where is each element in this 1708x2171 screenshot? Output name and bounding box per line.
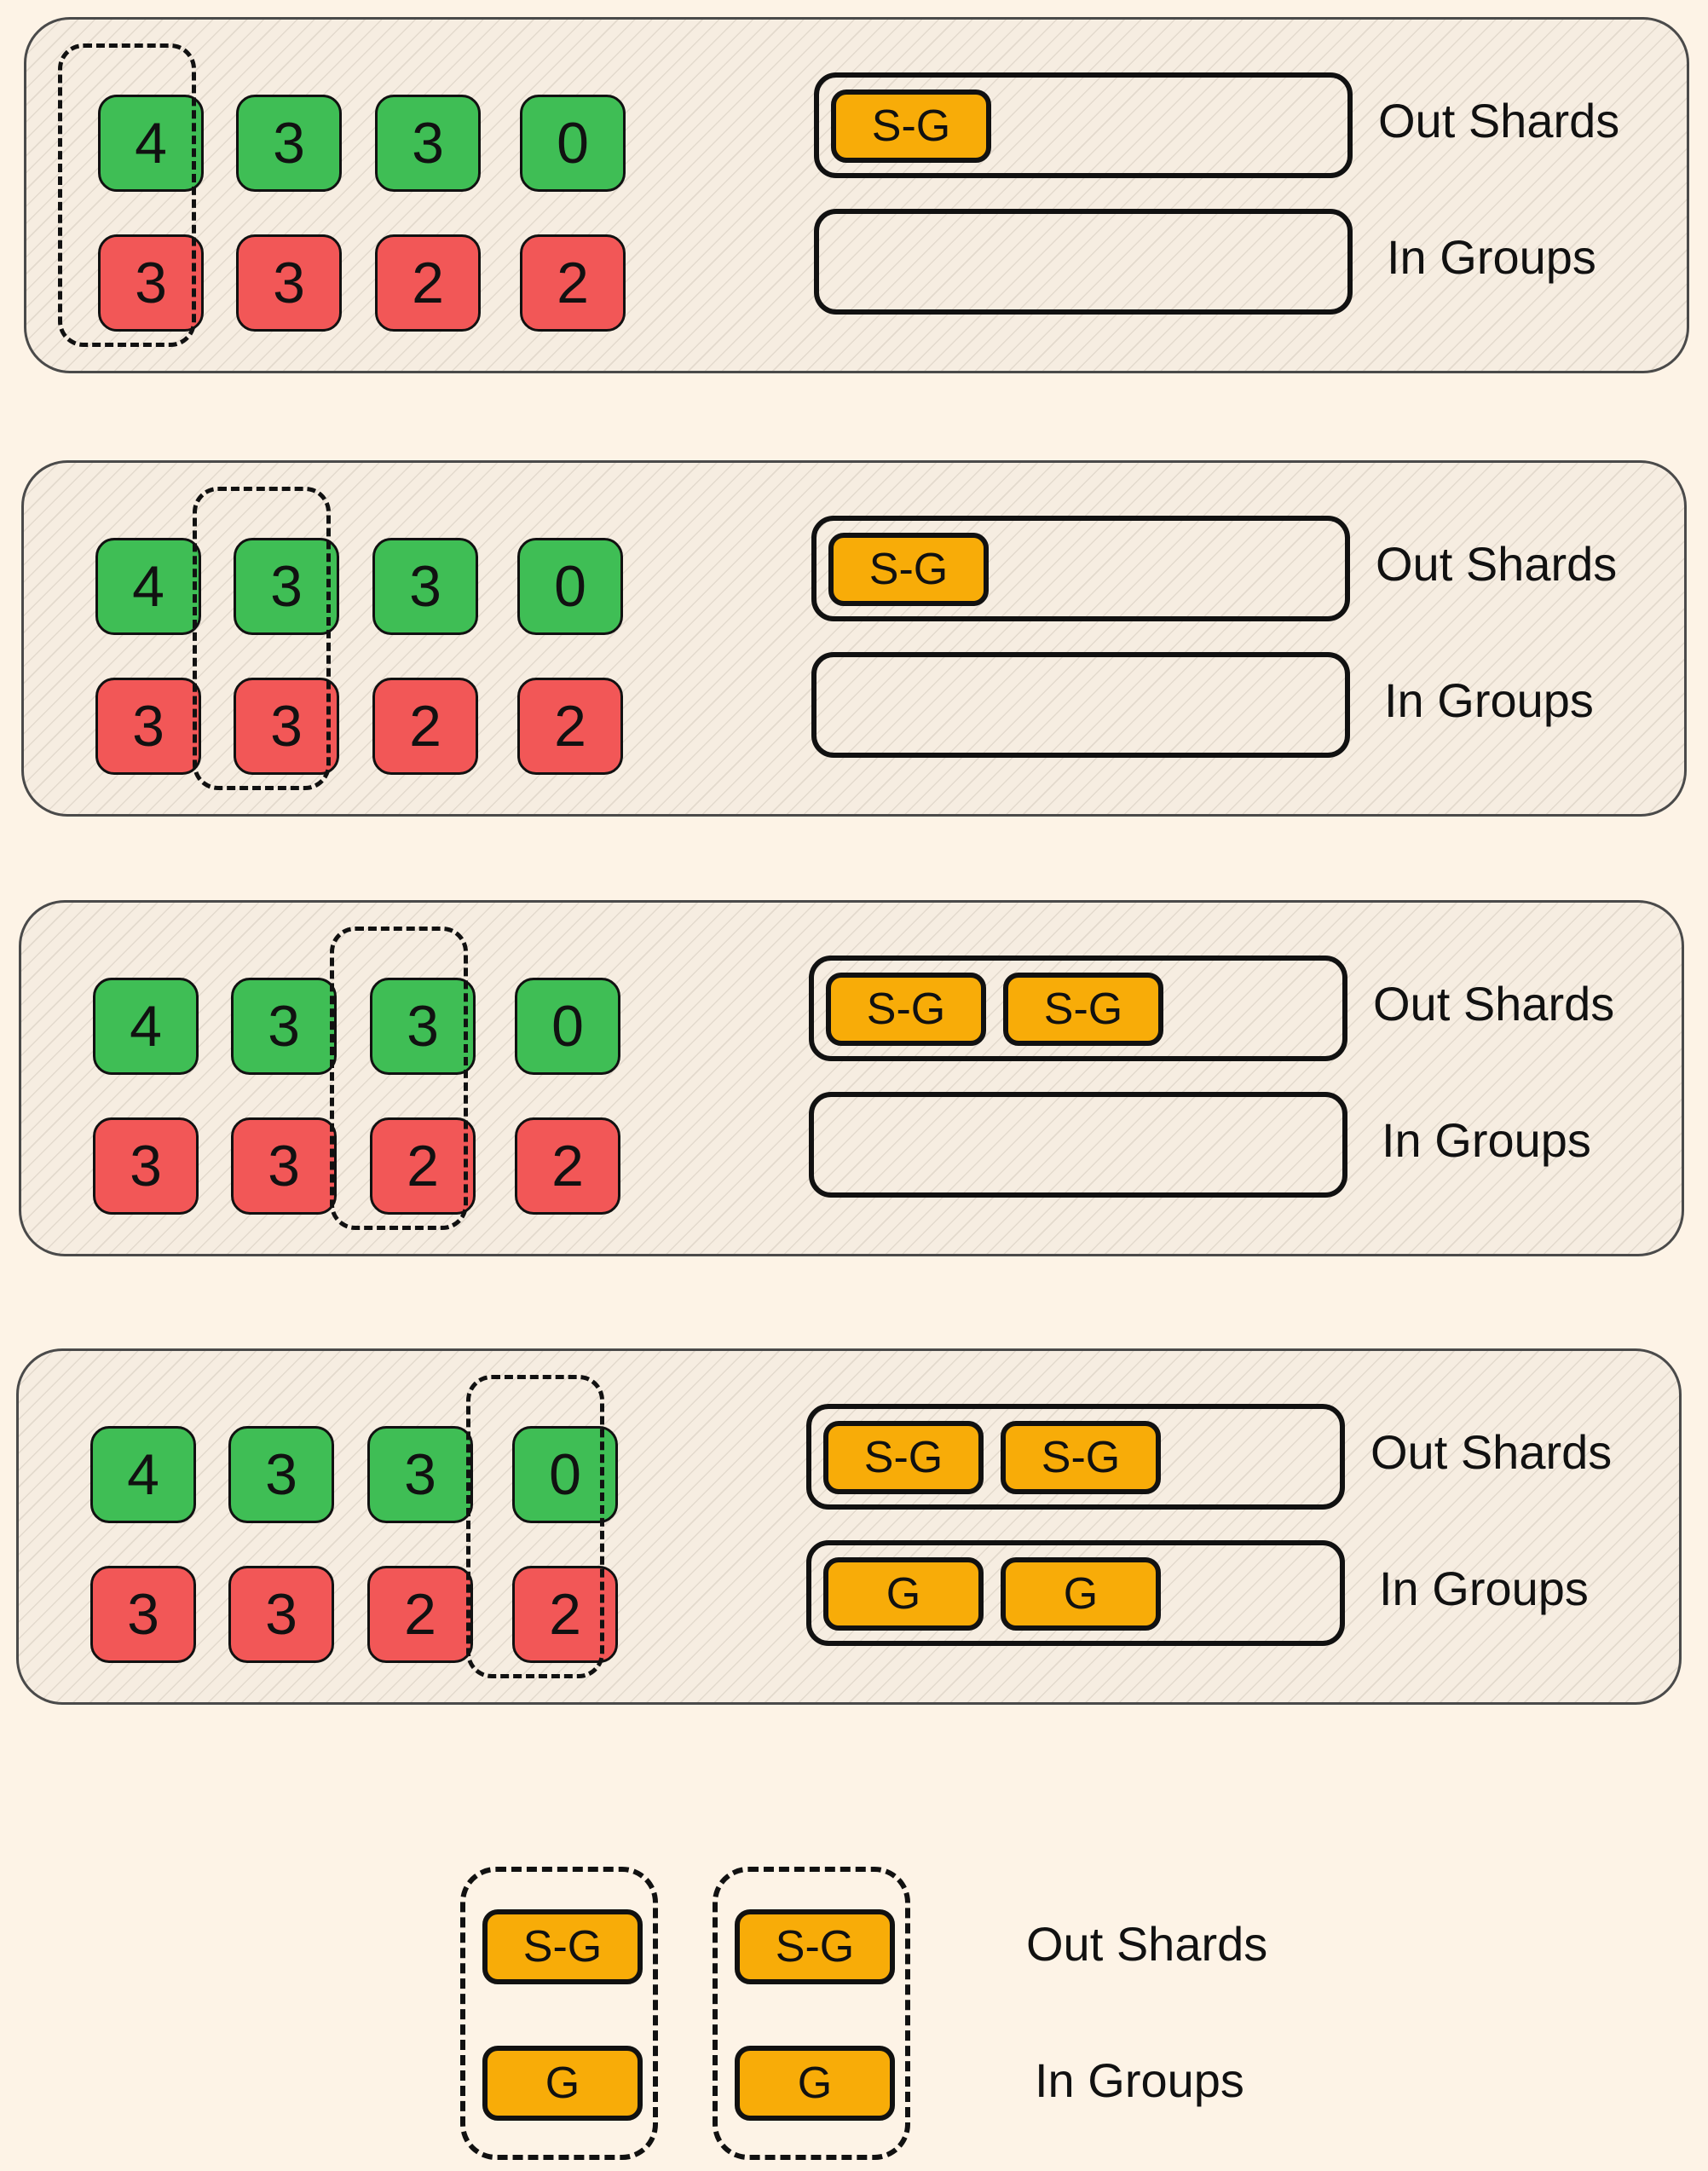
top-cell: 4 [98, 95, 204, 192]
bottom-cell: 3 [228, 1566, 334, 1663]
shard-chip: S-G [1003, 973, 1163, 1046]
in-groups-box [811, 652, 1350, 758]
state-panel-3: 4 3 3 0 3 3 2 2 S-G S-G Out Shards In Groups [19, 900, 1684, 1256]
shard-chip: S-G [1001, 1421, 1161, 1494]
bottom-cell: 3 [236, 234, 342, 332]
legend-group-chip: G [735, 2046, 895, 2121]
bottom-cell: 2 [372, 678, 478, 775]
bottom-cell: 3 [95, 678, 201, 775]
top-cell: 4 [93, 978, 199, 1075]
selected-column-outline [330, 927, 468, 1230]
top-cell: 0 [517, 538, 623, 635]
top-cell: 3 [228, 1426, 334, 1523]
out-shards-box: S-G S-G [806, 1404, 1345, 1510]
shard-chip: S-G [823, 1421, 984, 1494]
top-cell: 0 [515, 978, 620, 1075]
bottom-cell: 2 [515, 1117, 620, 1215]
state-panel-4: 4 3 3 0 3 3 2 2 S-G S-G G G Out Shards In Groups [16, 1348, 1682, 1705]
bottom-cell: 3 [93, 1117, 199, 1215]
state-panel-1: 4 3 3 0 3 3 2 2 S-G Out Shards In Groups [24, 17, 1689, 373]
top-cell: 3 [231, 978, 337, 1075]
out-shards-label: Out Shards [1370, 1425, 1613, 1479]
out-shards-box: S-G [811, 516, 1350, 621]
group-chip: G [1001, 1557, 1161, 1631]
in-groups-box [809, 1092, 1347, 1198]
bottom-cell: 3 [98, 234, 204, 332]
top-cell: 4 [90, 1426, 196, 1523]
in-groups-label: In Groups [1382, 1113, 1591, 1167]
top-cell: 0 [520, 95, 626, 192]
bottom-cell: 2 [520, 234, 626, 332]
top-cell: 4 [95, 538, 201, 635]
out-shards-label: Out Shards [1376, 537, 1618, 591]
top-cell: 3 [375, 95, 481, 192]
shard-chip: S-G [826, 973, 986, 1046]
bottom-cell: 3 [234, 678, 339, 775]
bottom-cell: 2 [370, 1117, 476, 1215]
selected-column-outline [193, 487, 331, 790]
in-groups-label: In Groups [1384, 673, 1594, 727]
legend-shard-group: S-G G [460, 1867, 658, 2160]
legend-shard-chip: S-G [735, 1909, 895, 1984]
state-panel-2: 4 3 3 0 3 3 2 2 S-G Out Shards In Groups [21, 460, 1687, 817]
shard-chip: S-G [828, 533, 989, 606]
selected-column-outline [58, 43, 196, 347]
out-shards-box: S-G S-G [809, 956, 1347, 1061]
legend-out-shards-label: Out Shards [1026, 1917, 1268, 1971]
top-cell: 3 [372, 538, 478, 635]
legend-in-groups-label: In Groups [1035, 2053, 1244, 2107]
top-cell: 3 [367, 1426, 473, 1523]
legend-shard-chip: S-G [482, 1909, 643, 1984]
top-cell: 3 [236, 95, 342, 192]
top-cell: 3 [370, 978, 476, 1075]
bottom-cell: 3 [90, 1566, 196, 1663]
legend-group-chip: G [482, 2046, 643, 2121]
out-shards-label: Out Shards [1378, 94, 1620, 147]
shard-chip: S-G [831, 89, 991, 163]
in-groups-box [814, 209, 1353, 315]
in-groups-label: In Groups [1379, 1562, 1589, 1615]
group-chip: G [823, 1557, 984, 1631]
bottom-cell: 3 [231, 1117, 337, 1215]
bottom-cell: 2 [367, 1566, 473, 1663]
selected-column-outline [466, 1375, 604, 1678]
in-groups-label: In Groups [1387, 230, 1596, 284]
top-cell: 3 [234, 538, 339, 635]
legend-shard-group: S-G G [713, 1867, 910, 2160]
out-shards-label: Out Shards [1373, 977, 1615, 1031]
bottom-cell: 2 [517, 678, 623, 775]
bottom-cell: 2 [375, 234, 481, 332]
out-shards-box: S-G [814, 72, 1353, 178]
